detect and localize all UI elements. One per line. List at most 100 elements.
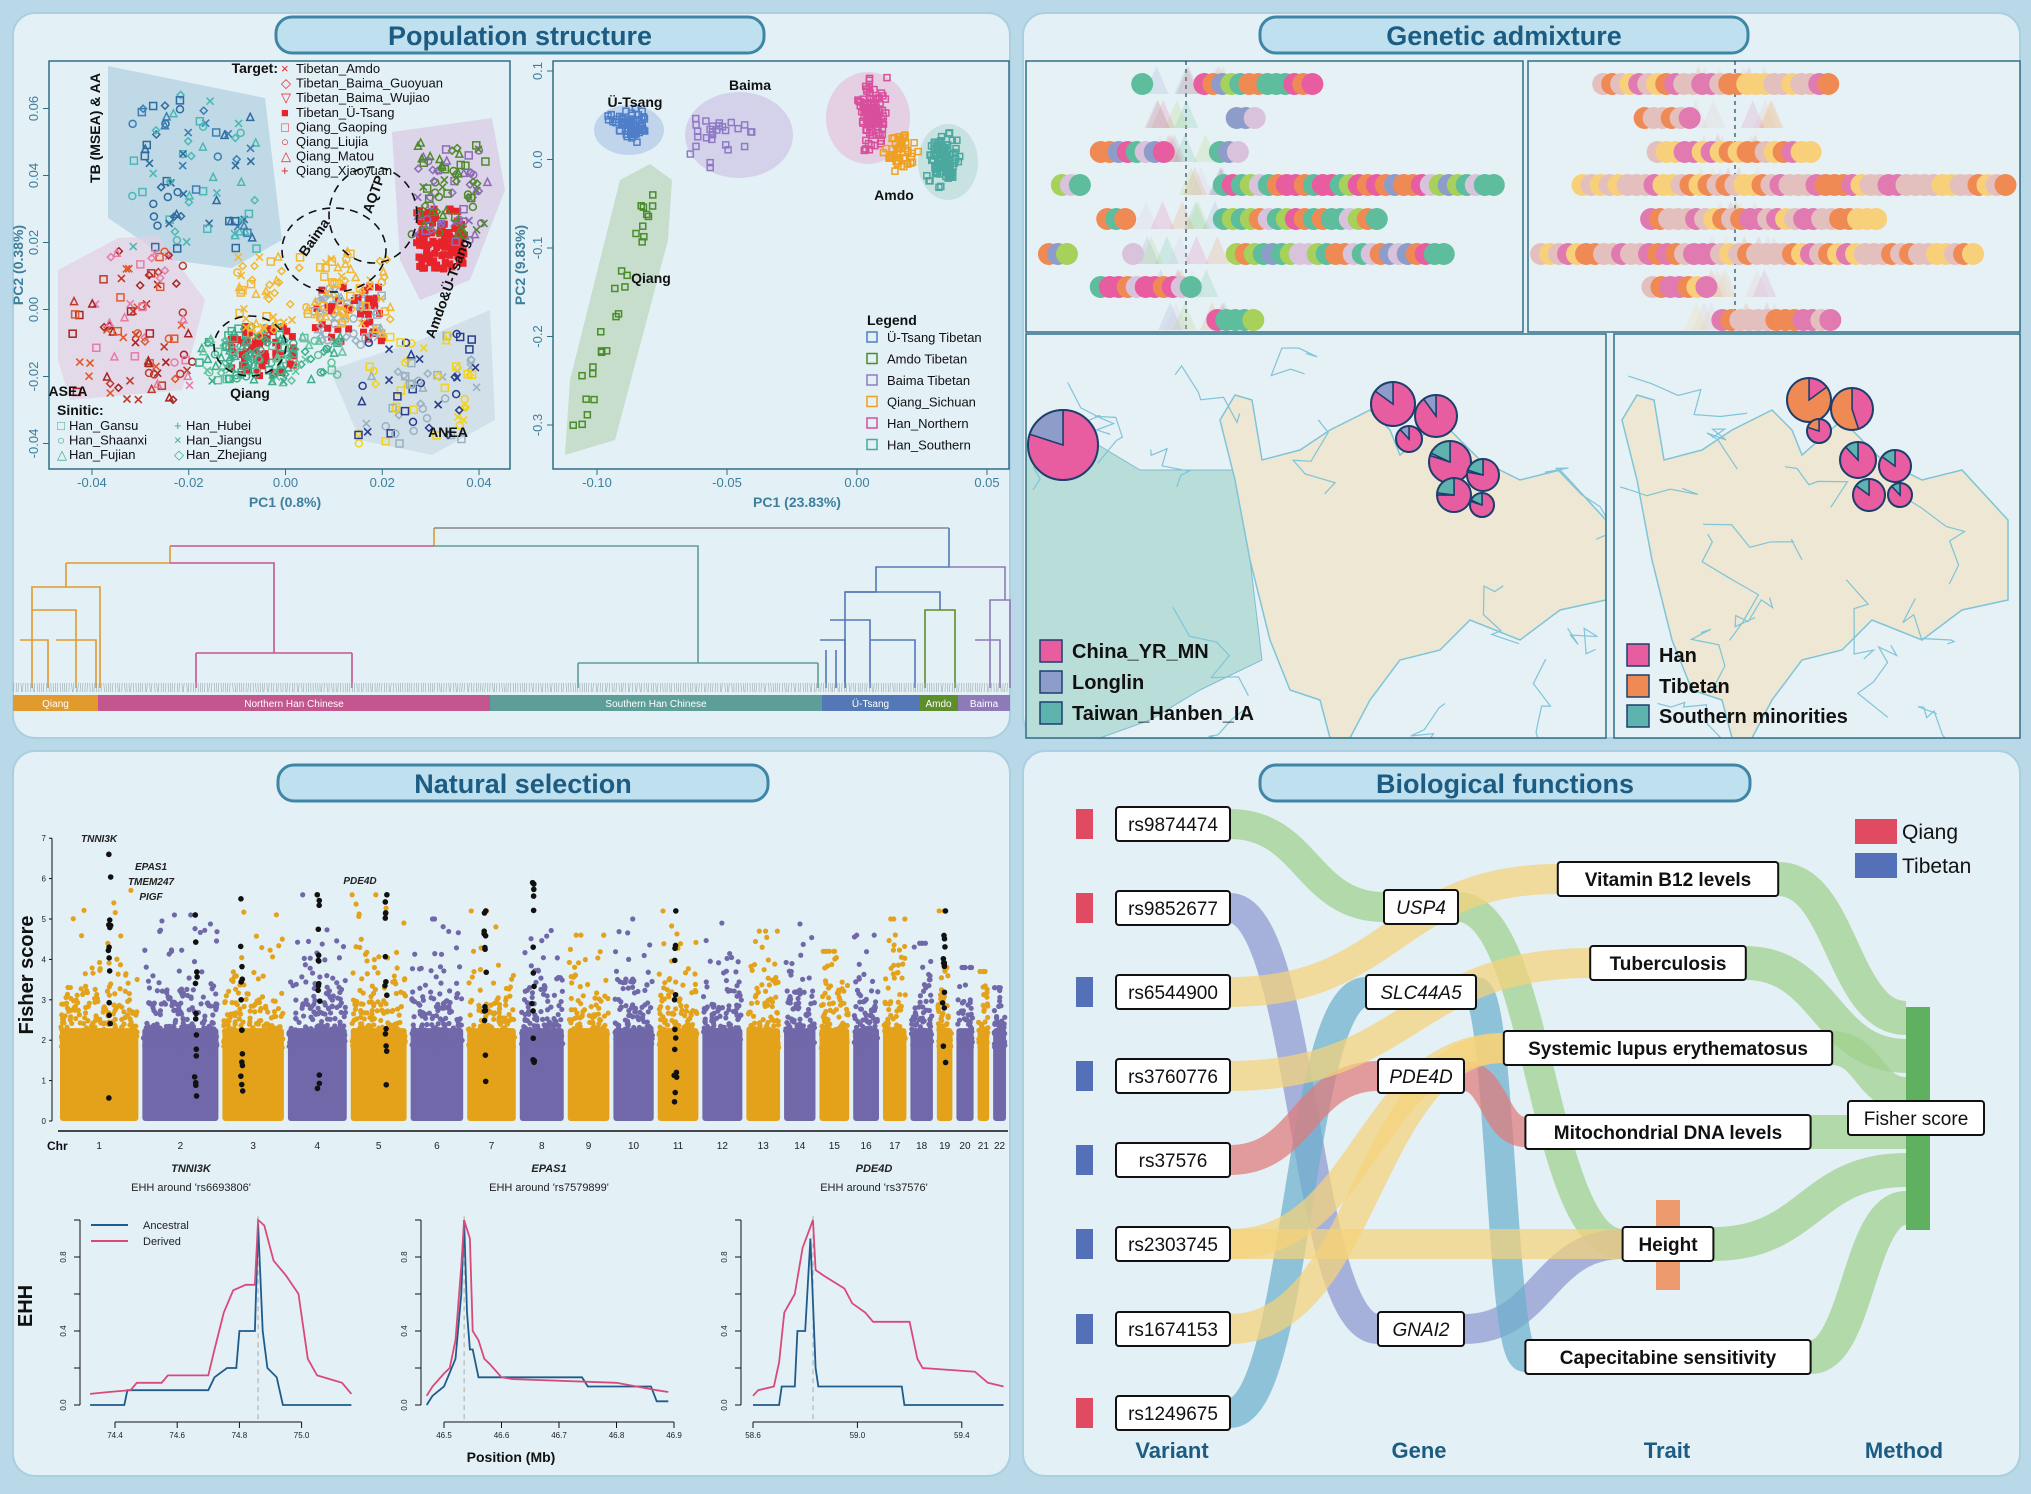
snp-point (747, 1009, 753, 1015)
point (405, 380, 415, 389)
point (365, 330, 375, 340)
snp-point (568, 974, 574, 980)
highlighted-snp (239, 1051, 246, 1057)
point (740, 142, 749, 151)
point (864, 118, 872, 127)
snp-point (508, 1042, 515, 1048)
snp-point (117, 1044, 123, 1050)
point (459, 402, 470, 412)
point (225, 216, 234, 226)
snp-point (661, 996, 667, 1002)
snp-point (299, 1005, 305, 1011)
snp-point (213, 991, 219, 997)
snp-point (202, 927, 208, 933)
snp-point (63, 1000, 70, 1006)
snp-point (689, 1031, 695, 1037)
snp-point (591, 1012, 597, 1018)
boundary-line (1706, 428, 1738, 470)
snp-point (332, 1023, 338, 1029)
point (357, 310, 365, 318)
y-tick-label: 0.00 (26, 297, 41, 322)
snp-point (145, 978, 152, 984)
point (433, 244, 441, 252)
legend-entry: Han (1659, 645, 1697, 667)
dendrogram-branch (820, 639, 846, 688)
point (391, 404, 400, 414)
point (364, 338, 374, 348)
leaf (636, 682, 638, 693)
snp-point (305, 938, 312, 944)
snp-point (359, 976, 365, 982)
snp-point (253, 1045, 259, 1051)
legend-entry: Southern minorities (1659, 706, 1848, 728)
point (433, 371, 443, 381)
snp-point (383, 1001, 389, 1007)
snp-point (764, 1045, 771, 1051)
point (301, 355, 310, 364)
snp-point (437, 991, 443, 997)
leaf (581, 682, 583, 693)
point (382, 255, 392, 265)
legend-entry: Han_Southern (887, 438, 971, 453)
highlighted-snp (531, 886, 537, 893)
triangle-marker (1189, 167, 1214, 195)
point (640, 115, 649, 123)
leaf (519, 682, 522, 693)
point (897, 162, 905, 170)
leaf (50, 682, 52, 693)
point (419, 158, 429, 168)
leaf (601, 682, 604, 693)
snp-point (661, 941, 667, 947)
point (459, 204, 468, 214)
snp-point (677, 941, 684, 947)
snp-point (761, 967, 767, 973)
point (415, 354, 424, 364)
snp-point (645, 1000, 651, 1006)
point (131, 338, 140, 347)
snp-point (496, 1035, 502, 1041)
leaf (615, 682, 617, 693)
point (216, 368, 226, 378)
snp-point (129, 1024, 136, 1030)
snp-point (614, 1028, 620, 1034)
snp-point (250, 1030, 256, 1036)
point (255, 340, 263, 348)
snp-point (480, 1036, 486, 1042)
leaf (913, 682, 915, 693)
y-tick-label: 0.04 (26, 163, 41, 188)
snp-point (300, 1041, 307, 1048)
leaf (277, 682, 279, 693)
snp-point (575, 997, 581, 1004)
snp-point (269, 954, 276, 960)
admixture-dot (1819, 309, 1842, 331)
highlighted-snp (239, 976, 246, 983)
snp-point (247, 1015, 253, 1021)
leaf (760, 682, 762, 693)
snp-point (232, 1021, 238, 1027)
snp-point (312, 997, 318, 1004)
highlighted-snp (530, 907, 537, 914)
leaf (776, 682, 778, 693)
snp-point (125, 980, 131, 986)
snp-point (738, 997, 744, 1003)
snp-point (669, 1011, 675, 1017)
point (407, 339, 416, 348)
snp-point (466, 980, 472, 986)
point (230, 350, 240, 361)
snp-point (551, 992, 558, 998)
boundary-line (1734, 597, 1774, 628)
point (419, 237, 427, 245)
admixture-dot (1695, 276, 1718, 298)
point (438, 209, 448, 220)
snp-point (409, 996, 415, 1002)
pie-chart (1852, 478, 1886, 512)
triangle-marker (1740, 100, 1765, 128)
point (422, 214, 432, 224)
point (442, 155, 452, 165)
point (430, 188, 440, 198)
point (384, 345, 394, 354)
snp-point (443, 1015, 449, 1021)
leaf (532, 682, 535, 693)
snp-point (601, 1037, 608, 1043)
